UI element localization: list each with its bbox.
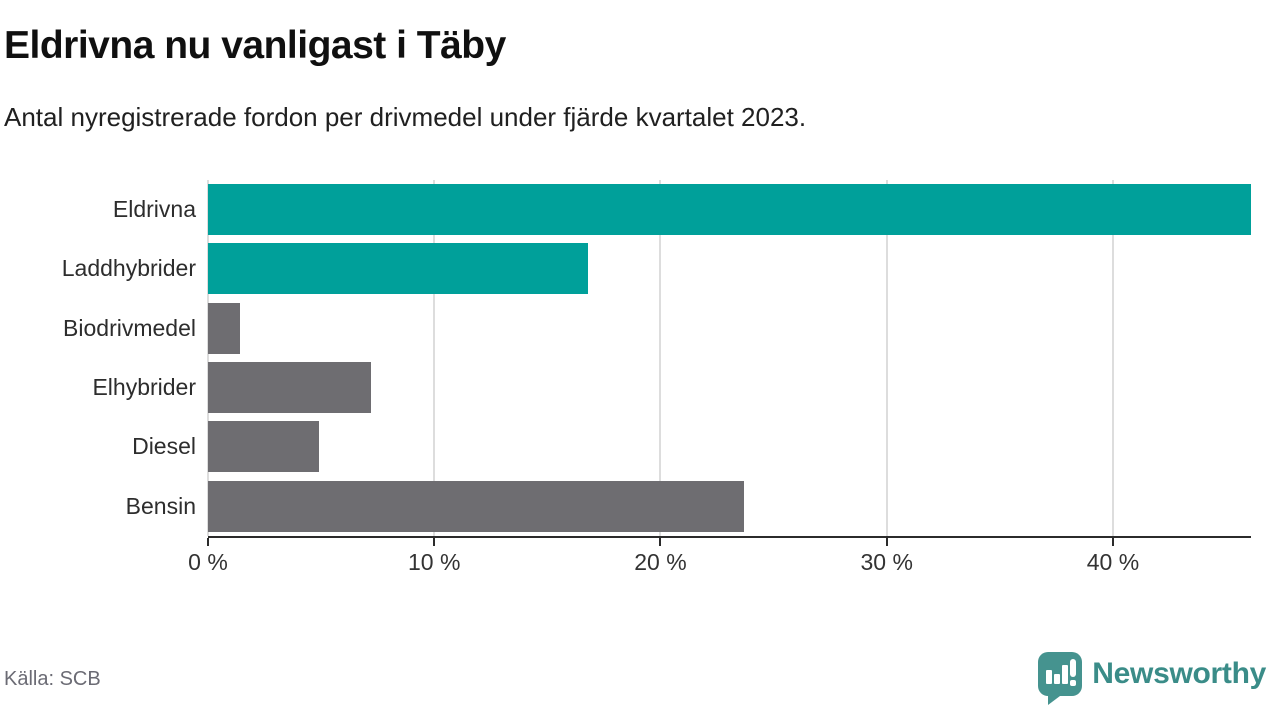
bar-row [208, 358, 1251, 417]
gridline-10 [433, 180, 436, 536]
category-label: Diesel [132, 433, 196, 460]
bar-row [208, 239, 1251, 298]
category-label: Elhybrider [92, 374, 196, 401]
gridline-30 [885, 180, 888, 536]
bar-row [208, 477, 1251, 536]
bar-elhybrider [208, 362, 371, 414]
source-credit: Källa: SCB [4, 668, 101, 690]
x-tick-label: 0 % [188, 549, 228, 575]
bar-eldrivna [208, 184, 1251, 236]
bar-row [208, 299, 1251, 358]
gridline-20 [659, 180, 662, 536]
bar-bensin [208, 480, 745, 532]
bar-laddhybrider [208, 243, 589, 295]
x-tick-label: 30 % [860, 549, 913, 575]
category-label: Eldrivna [112, 196, 196, 223]
gridline-0 [207, 180, 209, 536]
x-axis-line [207, 536, 1251, 546]
x-tick-label: 40 % [1086, 549, 1140, 575]
gridline-40 [1111, 180, 1114, 536]
chart-subtitle: Antal nyregistrerade fordon per drivmede… [4, 102, 807, 132]
axis-tick-20 [659, 538, 662, 546]
bar-row [208, 417, 1251, 476]
category-label: Laddhybrider [61, 255, 196, 282]
plot-area [207, 180, 1251, 536]
newsworthy-logo-icon [1037, 651, 1083, 711]
bar-biodrivmedel [208, 302, 240, 354]
gridlines [207, 180, 1251, 536]
axis-tick-40 [1111, 538, 1114, 546]
bar-diesel [208, 421, 319, 473]
newsworthy-logo: Newsworthy [1037, 651, 1266, 711]
page-title: Eldrivna nu vanligast i Täby [4, 24, 506, 67]
category-labels: Eldrivna Laddhybrider Biodrivmedel Elhybrid… [0, 180, 196, 536]
newsworthy-logo-text: Newsworthy [1092, 657, 1266, 690]
category-label: Bensin [125, 492, 196, 519]
x-tick-label: 20 % [634, 549, 687, 575]
axis-tick-0 [207, 538, 209, 546]
bars-container [208, 180, 1251, 536]
category-label: Biodrivmedel [63, 314, 196, 341]
bar-row [208, 180, 1251, 239]
x-tick-label: 10 % [408, 549, 461, 575]
axis-tick-10 [433, 538, 436, 546]
axis-tick-30 [885, 538, 888, 546]
x-tick-labels: 0 % 10 % 20 % 30 % 40 % [188, 549, 1251, 579]
